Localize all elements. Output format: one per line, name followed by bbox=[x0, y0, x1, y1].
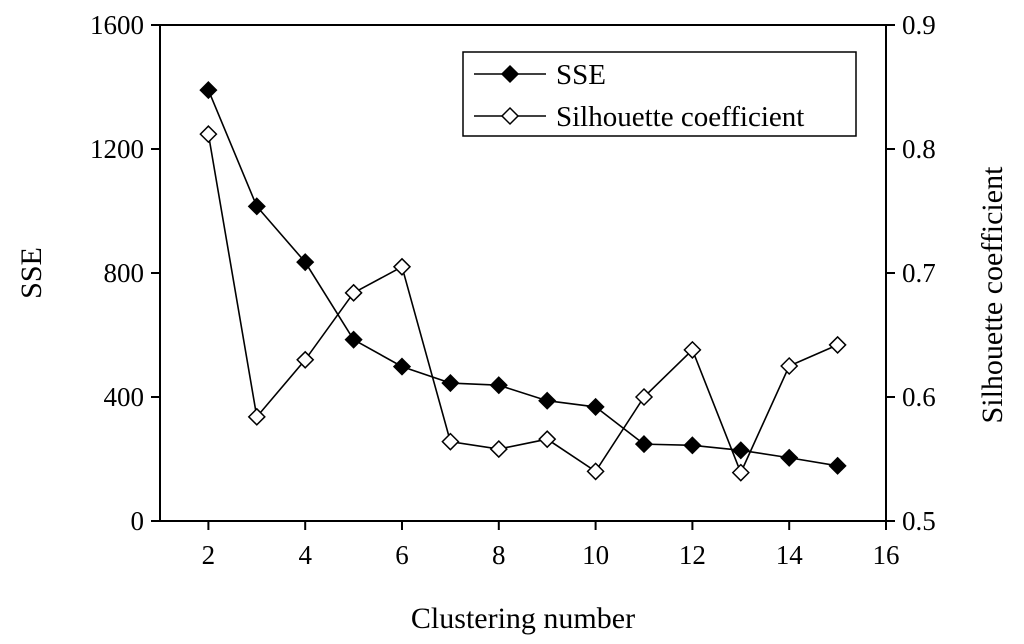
data-point-silhouette-coefficient bbox=[731, 463, 750, 482]
y2-axis-ticks: 0.5 0.6 0.7 0.8 0.9 bbox=[886, 10, 936, 536]
data-point-sse bbox=[441, 373, 460, 393]
y2-tick-label: 0.9 bbox=[902, 10, 936, 40]
x-tick-label: 8 bbox=[492, 540, 506, 570]
data-point-silhouette-coefficient bbox=[586, 462, 605, 481]
data-point-sse bbox=[344, 330, 363, 349]
data-point-silhouette-coefficient bbox=[296, 350, 315, 369]
data-point-sse bbox=[199, 81, 218, 100]
x-tick-label: 6 bbox=[395, 540, 409, 570]
series-lines bbox=[207, 89, 838, 475]
y-tick-label: 1600 bbox=[90, 10, 144, 40]
data-point-silhouette-coefficient bbox=[683, 340, 702, 359]
data-point-sse bbox=[586, 397, 605, 416]
x-tick-label: 4 bbox=[298, 540, 312, 570]
y2-axis-title: Silhouette coefficient bbox=[976, 166, 1009, 424]
y2-tick-label: 0.8 bbox=[902, 134, 936, 164]
data-point-silhouette-coefficient bbox=[392, 257, 412, 276]
y-tick-label: 0 bbox=[131, 506, 145, 536]
data-point-silhouette-coefficient bbox=[828, 335, 847, 354]
legend-box bbox=[462, 51, 857, 137]
y2-tick-label: 0.6 bbox=[902, 382, 936, 412]
data-point-silhouette-coefficient bbox=[489, 440, 508, 459]
series-markers bbox=[199, 81, 847, 482]
legend-sse-label: SSE bbox=[556, 59, 606, 91]
y-tick-label: 1200 bbox=[90, 134, 144, 164]
data-point-silhouette-coefficient bbox=[538, 430, 557, 449]
data-point-silhouette-coefficient bbox=[247, 407, 266, 426]
x-tick-label: 2 bbox=[202, 540, 216, 570]
legend-silhouette-marker bbox=[500, 106, 520, 126]
x-tick-label: 10 bbox=[582, 540, 609, 570]
legend-silhouette-label: Silhouette coefficient bbox=[556, 101, 804, 133]
data-point-sse bbox=[731, 441, 750, 460]
data-point-silhouette-coefficient bbox=[634, 387, 654, 407]
data-point-sse bbox=[634, 435, 654, 454]
data-point-sse bbox=[392, 357, 412, 376]
series-line-silhouette-coefficient bbox=[207, 133, 838, 475]
y-axis-ticks: 0 400 800 1200 1600 bbox=[90, 10, 160, 536]
x-tick-label: 16 bbox=[873, 540, 900, 570]
data-point-sse bbox=[489, 376, 508, 395]
data-point-silhouette-coefficient bbox=[780, 356, 799, 376]
y2-tick-label: 0.7 bbox=[902, 258, 936, 288]
data-point-sse bbox=[780, 448, 799, 467]
x-axis-title: Clustering number bbox=[411, 602, 635, 635]
series-line-sse bbox=[207, 89, 838, 467]
data-point-silhouette-coefficient bbox=[344, 283, 363, 302]
data-point-sse bbox=[538, 391, 557, 410]
x-tick-label: 12 bbox=[679, 540, 706, 570]
y-axis-title: SSE bbox=[15, 247, 48, 299]
y-tick-label: 400 bbox=[104, 382, 145, 412]
legend: SSE Silhouette coefficient bbox=[462, 51, 857, 137]
data-point-sse bbox=[296, 253, 315, 272]
data-point-sse bbox=[247, 197, 266, 216]
data-point-sse bbox=[828, 456, 847, 475]
data-point-silhouette-coefficient bbox=[199, 125, 218, 144]
legend-sse-marker bbox=[500, 64, 520, 84]
y2-tick-label: 0.5 bbox=[902, 506, 936, 536]
data-point-silhouette-coefficient bbox=[441, 432, 460, 451]
y-tick-label: 800 bbox=[104, 258, 145, 288]
x-axis-ticks: 2 4 6 8 10 12 14 16 bbox=[202, 521, 900, 570]
x-tick-label: 14 bbox=[776, 540, 804, 570]
data-point-sse bbox=[683, 436, 702, 455]
